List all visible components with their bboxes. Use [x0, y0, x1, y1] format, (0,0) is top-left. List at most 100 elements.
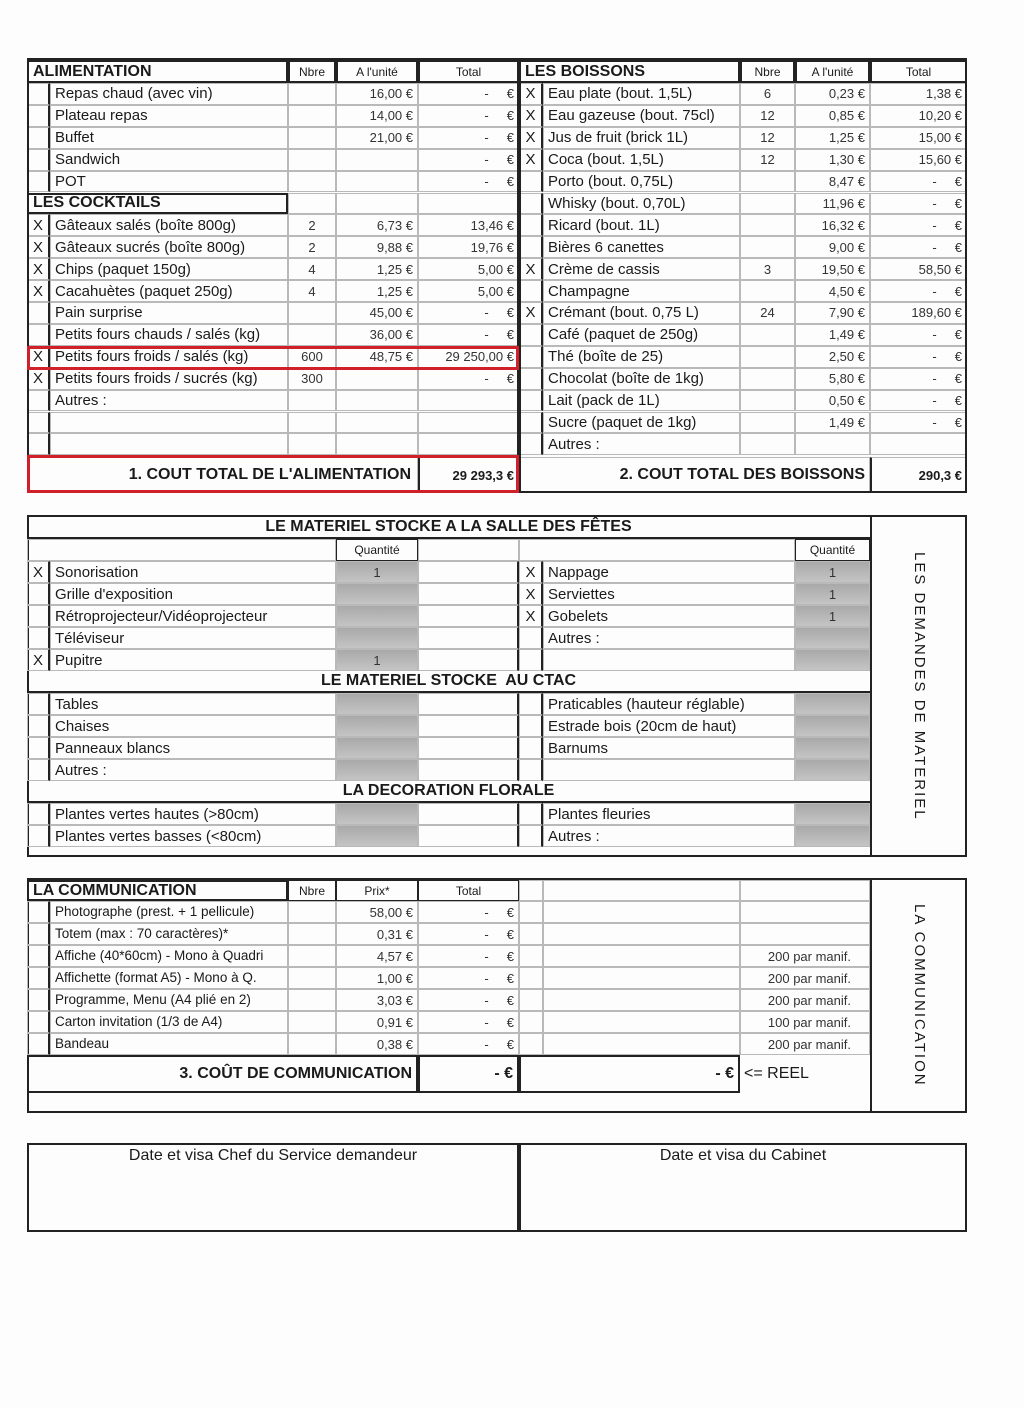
quantity-field[interactable]: 1 — [795, 605, 870, 627]
checkbox[interactable]: X — [27, 214, 50, 237]
quantity-field[interactable]: 12 — [740, 148, 795, 171]
checkbox[interactable] — [519, 323, 543, 346]
checkbox[interactable] — [27, 148, 50, 171]
checkbox[interactable]: X — [519, 583, 543, 605]
quantity-field[interactable] — [336, 693, 418, 715]
quantity-field[interactable]: 2 — [288, 236, 336, 259]
quantity-field[interactable] — [288, 901, 336, 923]
quantity-field[interactable]: 1 — [795, 561, 870, 583]
quantity-field[interactable] — [288, 389, 336, 412]
checkbox[interactable] — [27, 825, 50, 847]
checkbox[interactable]: X — [27, 345, 50, 368]
quantity-field[interactable]: 1 — [336, 649, 418, 671]
checkbox[interactable]: X — [27, 649, 50, 671]
checkbox[interactable]: X — [519, 302, 543, 324]
quantity-field[interactable] — [288, 945, 336, 967]
checkbox[interactable] — [519, 214, 543, 237]
quantity-field[interactable] — [740, 214, 795, 237]
checkbox[interactable] — [27, 126, 50, 149]
checkbox[interactable] — [519, 737, 543, 759]
quantity-field[interactable] — [740, 411, 795, 434]
quantity-field[interactable] — [336, 583, 418, 605]
checkbox[interactable] — [27, 605, 50, 627]
quantity-field[interactable] — [288, 967, 336, 989]
checkbox[interactable]: X — [27, 236, 50, 259]
checkbox[interactable]: X — [519, 561, 543, 583]
checkbox[interactable] — [519, 192, 543, 215]
quantity-field[interactable] — [288, 126, 336, 149]
quantity-field[interactable]: 3 — [740, 258, 795, 281]
checkbox[interactable] — [27, 1011, 50, 1033]
checkbox[interactable] — [27, 389, 50, 412]
checkbox[interactable] — [27, 583, 50, 605]
quantity-field[interactable]: 600 — [288, 345, 336, 368]
quantity-field[interactable] — [288, 302, 336, 324]
quantity-field[interactable] — [795, 737, 870, 759]
checkbox[interactable] — [519, 803, 543, 825]
checkbox[interactable] — [519, 411, 543, 434]
quantity-field[interactable] — [288, 1033, 336, 1055]
checkbox[interactable]: X — [27, 561, 50, 583]
quantity-field[interactable] — [795, 803, 870, 825]
checkbox[interactable] — [519, 236, 543, 259]
quantity-field[interactable] — [795, 649, 870, 671]
quantity-field[interactable]: 300 — [288, 367, 336, 390]
checkbox[interactable] — [27, 945, 50, 967]
checkbox[interactable] — [27, 104, 50, 127]
quantity-field[interactable] — [288, 1011, 336, 1033]
quantity-field[interactable] — [288, 148, 336, 171]
checkbox[interactable]: X — [519, 605, 543, 627]
checkbox[interactable] — [519, 433, 543, 456]
quantity-field[interactable] — [740, 367, 795, 390]
checkbox[interactable]: X — [519, 126, 543, 149]
quantity-field[interactable] — [336, 825, 418, 847]
quantity-field[interactable] — [740, 280, 795, 302]
quantity-field[interactable] — [288, 170, 336, 193]
quantity-field[interactable] — [288, 83, 336, 105]
checkbox[interactable] — [27, 759, 50, 781]
quantity-field[interactable] — [740, 170, 795, 193]
quantity-field[interactable] — [795, 715, 870, 737]
checkbox[interactable]: X — [519, 104, 543, 127]
quantity-field[interactable] — [288, 104, 336, 127]
checkbox[interactable] — [27, 323, 50, 346]
quantity-field[interactable]: 24 — [740, 302, 795, 324]
checkbox[interactable] — [27, 170, 50, 193]
quantity-field[interactable] — [740, 192, 795, 215]
checkbox[interactable] — [27, 737, 50, 759]
checkbox[interactable] — [27, 302, 50, 324]
quantity-field[interactable] — [795, 825, 870, 847]
checkbox[interactable] — [519, 715, 543, 737]
checkbox[interactable]: X — [27, 258, 50, 281]
checkbox[interactable] — [27, 803, 50, 825]
checkbox[interactable] — [27, 433, 50, 456]
checkbox[interactable] — [519, 389, 543, 412]
checkbox[interactable]: X — [519, 258, 543, 281]
quantity-field[interactable]: 12 — [740, 104, 795, 127]
quantity-field[interactable]: 1 — [336, 561, 418, 583]
checkbox[interactable] — [519, 649, 543, 671]
quantity-field[interactable] — [740, 345, 795, 368]
quantity-field[interactable] — [740, 323, 795, 346]
checkbox[interactable] — [27, 83, 50, 105]
checkbox[interactable] — [519, 345, 543, 368]
checkbox[interactable] — [27, 411, 50, 434]
quantity-field[interactable] — [795, 693, 870, 715]
checkbox[interactable] — [519, 627, 543, 649]
quantity-field[interactable] — [336, 715, 418, 737]
checkbox[interactable] — [519, 280, 543, 302]
quantity-field[interactable]: 4 — [288, 258, 336, 281]
checkbox[interactable]: X — [27, 280, 50, 302]
quantity-field[interactable]: 6 — [740, 83, 795, 105]
quantity-field[interactable] — [288, 411, 336, 434]
quantity-field[interactable] — [740, 236, 795, 259]
quantity-field[interactable] — [336, 737, 418, 759]
quantity-field[interactable] — [336, 627, 418, 649]
quantity-field[interactable] — [288, 323, 336, 346]
checkbox[interactable]: X — [519, 148, 543, 171]
quantity-field[interactable] — [740, 389, 795, 412]
checkbox[interactable] — [519, 825, 543, 847]
checkbox[interactable] — [519, 693, 543, 715]
checkbox[interactable] — [519, 367, 543, 390]
checkbox[interactable] — [27, 901, 50, 923]
